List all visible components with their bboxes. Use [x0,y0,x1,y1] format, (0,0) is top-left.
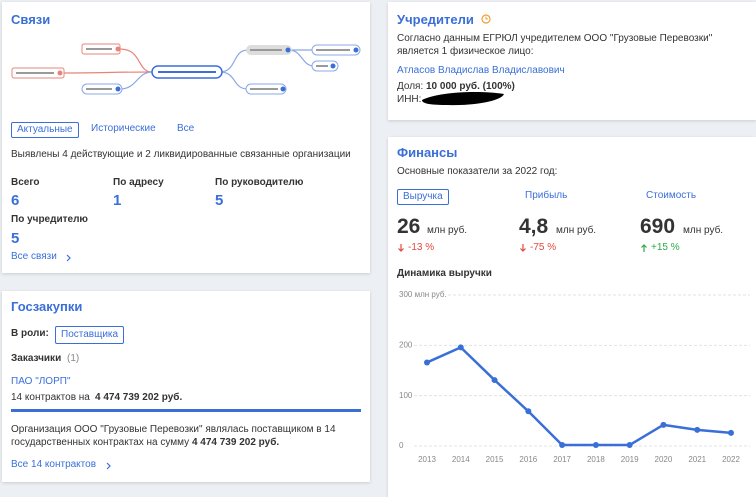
metric-change: +15 % [651,242,680,253]
procurement-card: Госзакупки В роли: Поставщика Заказчики … [2,291,370,482]
point [525,408,532,415]
contracts-sum: 4 474 739 202 руб. [95,392,183,403]
stat-value[interactable]: 1 [113,192,122,209]
note: Организация ООО "Грузовые Перевозки" явл… [11,423,351,449]
x-tick-label: 2015 [486,455,504,464]
metric-value: 690 [640,215,676,238]
card-title: Госзакупки [11,299,83,314]
more-link[interactable]: Все связи [11,251,57,262]
role-button[interactable]: Поставщика [55,326,125,344]
inn-label: ИНН: [397,94,422,105]
metric-unit: млн руб. [556,225,597,236]
stat-label: По учредителю [11,214,88,225]
stat-label: По адресу [113,177,164,188]
role-label: В роли: [11,328,49,339]
chart-title: Динамика выручки [397,268,492,279]
metric-tab[interactable]: Стоимость [646,190,697,201]
x-tick-label: 2013 [418,455,436,464]
x-tick-label: 2014 [452,455,470,464]
customers-count: (1) [67,353,80,364]
stat-value[interactable]: 5 [215,192,224,209]
stat-label: Всего [11,177,40,188]
y-tick-label: 300 млн руб. [399,290,447,299]
x-tick-label: 2018 [587,455,605,464]
up-arrow [641,244,647,252]
finance-card: Финансы Основные показатели за 2022 год:… [388,137,756,497]
point [626,441,633,448]
chevron [66,254,71,262]
down-arrow [520,244,526,252]
founder-name[interactable]: Атласов Владислав Владиславович [397,65,565,76]
point [660,421,667,428]
contracts-prefix: 14 контрактов на [11,392,90,403]
tab[interactable]: Исторические [91,123,156,134]
y-tick-label: 200 [399,340,413,349]
clock-icon [481,14,491,24]
point [424,359,430,366]
point [457,344,464,351]
metric-unit: млн руб. [427,225,468,236]
revenue-chart: 0 100 200 300 млн руб. 2013 2014 2015 2016 2017 2… [399,290,750,464]
metric-value: 4,8 [519,215,549,238]
metric-change: -75 % [530,242,557,253]
note-sum: 4 474 739 202 руб. [191,437,280,448]
metric-tab[interactable]: Прибыль [525,190,568,201]
customers-label: Заказчики [11,353,62,364]
point [728,429,734,436]
metric-tab[interactable]: Выручка [397,189,449,205]
revenue-line [426,346,732,447]
x-tick-label: 2020 [655,455,673,464]
metric-unit: млн руб. [683,225,724,236]
redaction [422,92,504,106]
metric-change: -13 % [408,242,435,253]
founders-card: Учредители Согласно данным ЕГРЮЛ учредит… [388,2,756,120]
card-title: Учредители [397,12,474,27]
y-tick-label: 100 [399,391,413,400]
summary: Выявлены 4 действующие и 2 ликвидированн… [11,149,351,160]
x-tick-label: 2022 [722,455,740,464]
point [592,441,599,448]
down-arrow [398,244,404,252]
founders-text: Согласно данным ЕГРЮЛ учредителем ООО "Г… [397,33,713,57]
share-value: 10 000 руб. (100%) [426,81,515,92]
progress-bar [11,409,361,412]
point [491,377,498,384]
tab[interactable]: Актуальные [11,122,79,138]
metric-value: 26 [397,215,421,238]
more-link[interactable]: Все 14 контрактов [11,459,97,470]
customer-link[interactable]: ПАО "ЛОРП" [11,376,71,387]
stat-label: По руководителю [215,177,304,188]
note-text: Организация ООО "Грузовые Перевозки" явл… [11,424,336,448]
chevron [106,462,111,470]
x-tick-label: 2016 [519,455,537,464]
tab[interactable]: Все [177,123,195,134]
point [559,441,566,448]
x-tick-label: 2017 [553,455,571,464]
share-label: Доля: [397,81,424,92]
x-tick-label: 2021 [688,455,706,464]
stat-value[interactable]: 5 [11,230,20,247]
point [694,426,701,433]
y-tick-label: 0 [399,441,404,450]
stat-value[interactable]: 6 [11,192,20,209]
links-diagram [11,43,361,95]
links-card: Связи Актуальные Исторические Все Выявле… [2,2,370,273]
card-title: Финансы [397,145,458,160]
x-tick-label: 2019 [621,455,639,464]
card-title: Связи [11,12,51,27]
finance-subtitle: Основные показатели за 2022 год: [397,166,558,177]
